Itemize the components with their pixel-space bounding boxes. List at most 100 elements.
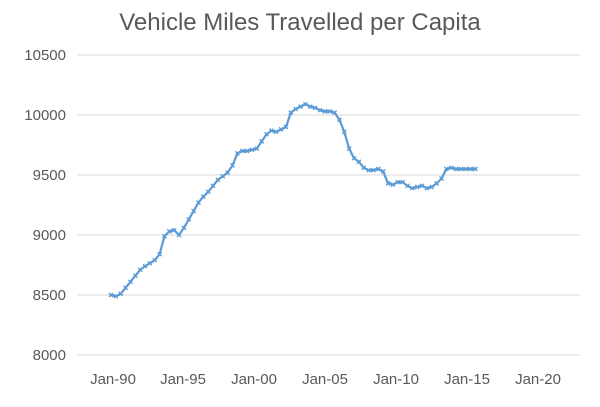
data-point [162, 233, 167, 239]
marker-stroke-b [123, 285, 128, 291]
data-point [142, 263, 148, 269]
data-point [171, 227, 177, 233]
data-point [235, 151, 240, 156]
data-point [337, 117, 342, 123]
marker-stroke-b [142, 263, 148, 269]
data-point [400, 179, 405, 185]
data-point [473, 166, 478, 172]
marker-stroke-b [147, 260, 153, 266]
data-point [254, 146, 260, 151]
marker-stroke-b [225, 170, 230, 175]
marker-stroke-b [473, 166, 478, 172]
marker-stroke-b [113, 293, 119, 299]
data-point [167, 229, 172, 234]
data-point [264, 131, 269, 137]
data-point [191, 208, 196, 214]
data-point [259, 139, 264, 144]
marker-stroke-b [322, 109, 328, 114]
marker-stroke-b [283, 124, 289, 130]
marker-stroke-b [327, 109, 333, 114]
data-point [239, 148, 245, 154]
data-point [356, 159, 362, 165]
marker-stroke-b [371, 167, 376, 173]
marker-stroke-b [230, 163, 235, 168]
marker-stroke-b [463, 166, 469, 172]
marker-stroke-b [244, 148, 250, 154]
data-point [147, 260, 153, 266]
marker-stroke-b [215, 177, 221, 183]
x-tick-label: Jan-95 [160, 371, 206, 388]
data-point [201, 194, 206, 199]
marker-stroke-b [220, 173, 226, 179]
marker-stroke-b [210, 183, 216, 189]
marker-stroke-b [128, 279, 133, 285]
data-point [376, 166, 381, 172]
marker-stroke-b [186, 217, 192, 222]
series-line [109, 103, 477, 298]
marker-stroke-b [249, 147, 255, 153]
marker-stroke-b [376, 166, 381, 172]
y-axis-ticks: 10500 10000 9500 9000 8500 8000 [24, 47, 66, 364]
marker-stroke-b [162, 233, 167, 239]
data-point [439, 176, 444, 181]
marker-stroke-b [361, 165, 367, 171]
marker-stroke-b [458, 166, 464, 172]
x-tick-label: Jan-90 [90, 371, 136, 388]
marker-stroke-b [390, 182, 396, 187]
marker-stroke-b [133, 273, 138, 279]
x-tick-label: Jan-10 [373, 371, 419, 388]
marker-stroke-b [118, 291, 124, 297]
data-point [298, 104, 303, 109]
data-point [210, 183, 216, 189]
marker-stroke-b [108, 292, 114, 298]
marker-stroke-b [303, 101, 308, 107]
data-point [293, 106, 298, 112]
marker-stroke-b [414, 184, 420, 190]
data-point [133, 273, 138, 279]
data-point [405, 183, 410, 189]
data-point [419, 183, 425, 189]
marker-stroke-b [137, 267, 143, 273]
y-tick-label: 9500 [33, 167, 66, 184]
data-point [249, 147, 255, 153]
data-point [322, 109, 328, 114]
marker-stroke-b [317, 107, 323, 113]
data-point [327, 109, 333, 114]
marker-stroke-b [235, 151, 240, 156]
data-point [380, 169, 386, 174]
y-tick-label: 10000 [24, 107, 66, 124]
data-point [366, 167, 371, 173]
data-point [196, 200, 201, 205]
data-point [332, 110, 337, 115]
data-point [123, 285, 128, 291]
marker-stroke-b [254, 146, 260, 151]
data-point [283, 124, 289, 130]
data-point [371, 167, 376, 173]
data-point [128, 279, 133, 285]
data-point [434, 181, 439, 186]
x-tick-label: Jan-20 [515, 371, 561, 388]
marker-stroke-b [468, 166, 473, 172]
data-point [361, 165, 367, 171]
data-point [225, 170, 230, 175]
marker-stroke-b [351, 155, 357, 161]
marker-stroke-b [337, 117, 342, 123]
data-point [468, 166, 473, 172]
marker-stroke-b [181, 225, 187, 231]
data-point [448, 165, 454, 171]
marker-stroke-b [293, 106, 298, 112]
data-point [215, 177, 221, 183]
marker-stroke-b [419, 183, 425, 189]
data-point [244, 148, 250, 154]
data-point [341, 129, 347, 135]
y-tick-label: 10500 [24, 47, 66, 64]
y-tick-label: 8000 [33, 347, 66, 364]
marker-stroke-b [395, 179, 401, 185]
data-point [278, 127, 284, 132]
marker-stroke-b [380, 169, 386, 174]
marker-stroke-b [176, 232, 182, 238]
y-tick-label: 9000 [33, 227, 66, 244]
data-point [414, 184, 420, 190]
data-point [288, 110, 294, 115]
